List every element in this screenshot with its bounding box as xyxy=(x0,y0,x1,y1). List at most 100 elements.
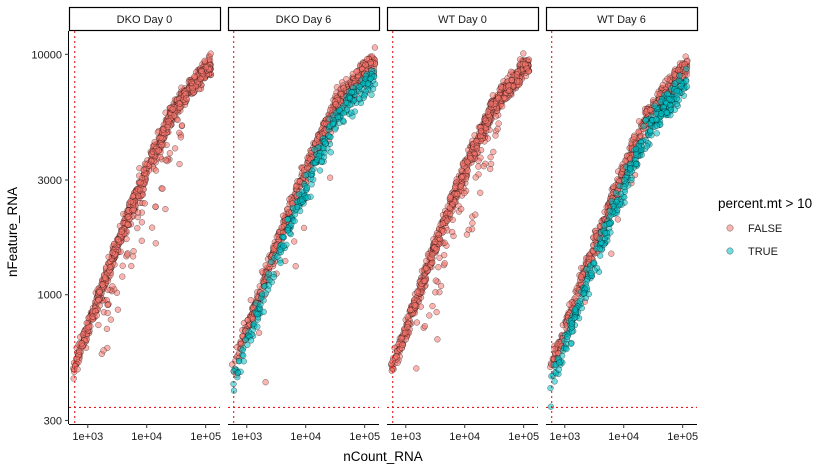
data-point-true xyxy=(658,110,665,117)
data-point-false xyxy=(176,160,183,168)
data-point-false xyxy=(169,106,176,113)
y-tick-label: 1000 xyxy=(38,290,62,302)
series-true-points xyxy=(547,65,691,410)
data-point-false xyxy=(304,164,311,172)
data-point-false xyxy=(413,365,420,372)
data-point-true xyxy=(303,184,311,191)
x-tick-label: 1e+04 xyxy=(608,431,639,443)
legend-label: TRUE xyxy=(748,246,778,258)
y-axis: 300 1000 3000 10000 xyxy=(31,31,69,427)
data-point-false xyxy=(664,75,671,82)
data-point-false xyxy=(495,94,502,102)
data-point-true xyxy=(258,290,266,298)
data-point-true xyxy=(571,306,579,313)
data-point-false xyxy=(463,231,471,238)
facet-panel: WT Day 0 1e+03 1e+04 1e+05 xyxy=(386,6,539,443)
data-point-true xyxy=(547,403,555,410)
data-point-false xyxy=(106,263,114,271)
data-point-false xyxy=(152,240,159,247)
data-point-false xyxy=(138,237,145,244)
data-point-false xyxy=(429,302,436,310)
data-point-false xyxy=(337,90,345,98)
data-point-true xyxy=(666,101,674,109)
data-point-false xyxy=(101,274,109,281)
data-point-true xyxy=(682,78,690,85)
data-point-true xyxy=(265,282,273,289)
legend-title: percent.mt > 10 xyxy=(718,196,812,211)
data-point-true xyxy=(588,269,595,277)
data-point-true xyxy=(334,113,341,121)
data-point-false xyxy=(494,125,501,133)
x-tick-label: 1e+03 xyxy=(72,431,103,443)
data-point-false xyxy=(404,313,411,320)
data-point-false xyxy=(482,117,489,124)
data-point-false xyxy=(522,61,529,68)
data-point-true xyxy=(284,227,292,234)
data-point-false xyxy=(128,262,135,270)
data-point-false xyxy=(473,138,480,145)
data-point-false xyxy=(477,128,485,135)
data-point-false xyxy=(174,116,181,124)
data-point-true xyxy=(578,304,585,312)
data-point-false xyxy=(362,61,369,69)
data-point-false xyxy=(171,145,179,152)
data-point-false xyxy=(300,224,308,232)
data-point-false xyxy=(435,231,442,238)
data-point-false xyxy=(492,132,499,139)
series-false-points xyxy=(70,50,215,382)
data-point-true xyxy=(628,176,635,184)
data-point-true xyxy=(315,152,323,160)
facet-label: DKO Day 6 xyxy=(276,14,332,26)
data-point-false xyxy=(461,189,468,197)
data-point-false xyxy=(123,235,130,243)
data-point-true xyxy=(304,194,311,201)
data-point-false xyxy=(659,81,667,89)
data-point-false xyxy=(125,213,132,221)
data-point-true xyxy=(683,83,691,90)
data-point-false xyxy=(78,340,85,347)
data-point-true xyxy=(325,132,332,139)
data-point-true xyxy=(322,140,329,147)
data-point-false xyxy=(115,236,122,243)
data-point-true xyxy=(556,359,563,366)
data-point-true xyxy=(601,230,609,237)
data-point-true xyxy=(564,333,571,340)
data-point-false xyxy=(104,309,111,317)
data-point-false xyxy=(326,174,334,181)
data-point-true xyxy=(663,109,670,116)
data-point-false xyxy=(189,84,196,92)
data-point-false xyxy=(140,166,147,174)
data-point-true xyxy=(239,347,246,354)
data-point-true xyxy=(673,87,680,95)
data-point-false xyxy=(398,334,405,342)
data-point-false xyxy=(162,205,169,213)
data-point-true xyxy=(653,122,661,129)
data-point-false xyxy=(202,64,210,71)
facet-strip xyxy=(227,6,381,32)
data-point-false xyxy=(148,224,156,231)
data-point-false xyxy=(608,250,615,257)
data-point-true xyxy=(289,204,297,212)
x-tick-label: 1e+04 xyxy=(131,431,162,443)
data-point-true xyxy=(653,116,660,123)
data-point-true xyxy=(308,167,316,174)
facet-panel: WT Day 6 1e+03 1e+04 1e+05 xyxy=(545,6,698,443)
data-point-false xyxy=(635,118,643,125)
data-point-false xyxy=(413,319,421,326)
data-point-false xyxy=(646,106,654,114)
data-point-false xyxy=(159,126,167,133)
data-point-true xyxy=(671,80,679,87)
facet-panel: DKO Day 0 1e+03 1e+04 1e+05 xyxy=(68,6,221,443)
data-point-true xyxy=(277,259,284,267)
data-point-false xyxy=(332,100,339,108)
data-point-false xyxy=(178,122,186,129)
data-point-false xyxy=(464,158,471,166)
data-point-true xyxy=(651,102,658,109)
data-point-false xyxy=(437,282,445,290)
data-point-false xyxy=(434,336,441,343)
data-point-false xyxy=(432,289,439,296)
data-point-false xyxy=(492,113,499,120)
data-point-false xyxy=(484,108,492,115)
legend-key xyxy=(726,247,734,255)
data-point-false xyxy=(118,228,125,235)
